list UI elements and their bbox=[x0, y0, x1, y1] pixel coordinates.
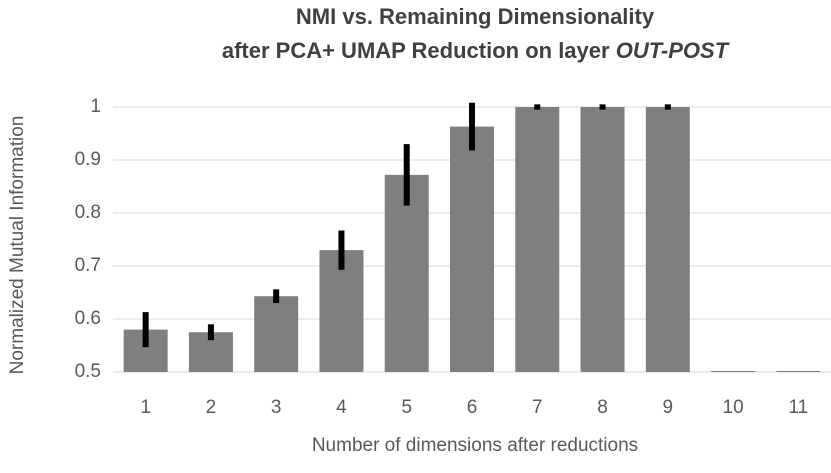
chart-title: NMI vs. Remaining Dimensionality bbox=[296, 4, 655, 29]
x-tick-label: 8 bbox=[597, 397, 608, 418]
bar bbox=[450, 126, 494, 372]
chart-title-text: after PCA+ UMAP Reduction on layer bbox=[222, 38, 610, 63]
x-tick-label: 10 bbox=[723, 397, 744, 418]
x-tick-label: 11 bbox=[788, 397, 808, 418]
y-tick-label: 0.7 bbox=[75, 255, 101, 276]
x-tick-label: 1 bbox=[140, 397, 151, 418]
y-tick-label: 0.8 bbox=[75, 202, 101, 223]
bar bbox=[319, 250, 364, 372]
x-axis-label: Number of dimensions after reductions bbox=[312, 435, 638, 456]
x-tick-label: 9 bbox=[663, 397, 674, 418]
y-axis-label: Normalized Mutual Information bbox=[7, 116, 28, 375]
x-tick-label: 7 bbox=[532, 397, 543, 418]
bar bbox=[515, 107, 560, 372]
x-tick-label: 4 bbox=[336, 397, 347, 418]
bar bbox=[645, 107, 690, 372]
bar bbox=[254, 296, 299, 372]
y-tick-label: 0.9 bbox=[75, 149, 101, 170]
x-tick-label: 3 bbox=[271, 397, 282, 418]
x-tick-label: 6 bbox=[467, 397, 478, 418]
bar bbox=[711, 371, 756, 372]
x-tick-label: 5 bbox=[401, 397, 412, 418]
bar bbox=[580, 107, 625, 372]
bar bbox=[776, 371, 821, 372]
y-tick-label: 0.5 bbox=[75, 361, 101, 382]
bar bbox=[384, 174, 429, 372]
y-tick-label: 1 bbox=[90, 96, 101, 117]
y-tick-label: 0.6 bbox=[75, 308, 101, 329]
chart-title-layer: OUT-POST bbox=[616, 38, 730, 63]
chart-title: after PCA+ UMAP Reduction on layer OUT-P… bbox=[222, 38, 730, 63]
x-tick-label: 2 bbox=[206, 397, 217, 418]
